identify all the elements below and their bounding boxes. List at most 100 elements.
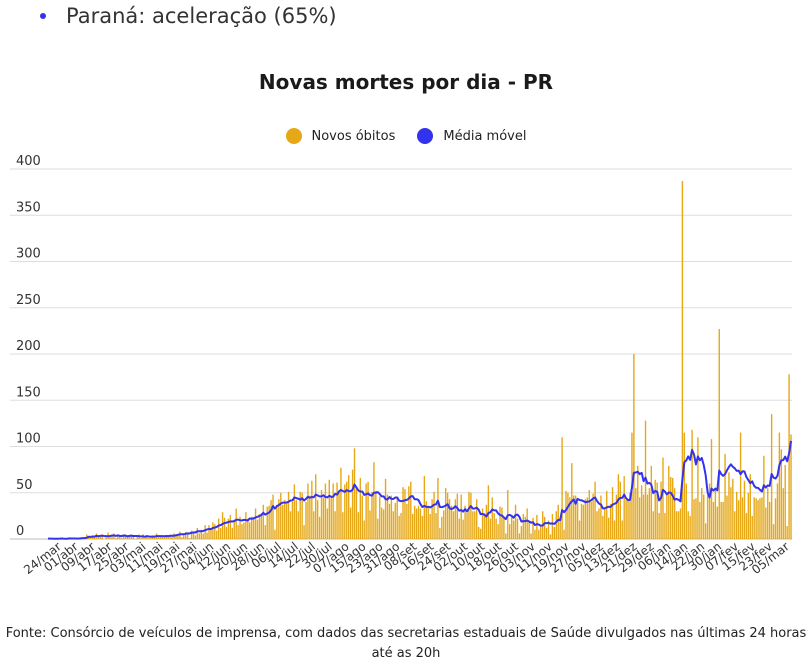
bar — [382, 509, 385, 539]
bar — [175, 535, 177, 539]
bar — [396, 497, 398, 540]
bar — [429, 514, 431, 539]
bar — [703, 494, 705, 539]
legend-item-media-movel[interactable]: Média móvel — [417, 128, 526, 144]
bar — [561, 437, 563, 539]
bar — [289, 511, 292, 539]
bar — [285, 502, 288, 539]
bar — [483, 513, 486, 539]
bar — [681, 181, 684, 539]
legend-label-media-movel: Média móvel — [443, 128, 527, 144]
bar — [584, 499, 587, 539]
bar — [293, 484, 296, 539]
chart-header: Paraná: aceleração (65%) — [40, 4, 337, 28]
bar — [732, 478, 734, 540]
bar — [233, 519, 235, 539]
bar — [373, 462, 375, 539]
bar — [380, 507, 383, 539]
bar — [144, 538, 146, 539]
bar — [671, 477, 674, 539]
bar — [417, 505, 420, 539]
bar — [670, 477, 672, 539]
bar — [99, 535, 102, 539]
bar — [282, 504, 284, 539]
bar — [759, 498, 761, 539]
bar — [408, 486, 410, 539]
bar — [93, 537, 96, 539]
bar — [196, 527, 199, 539]
bar — [249, 522, 251, 539]
bar — [128, 535, 131, 539]
bar — [640, 485, 643, 539]
bar — [650, 465, 653, 539]
bar — [668, 465, 670, 539]
bar — [115, 538, 117, 539]
bar — [534, 529, 536, 539]
bar — [332, 483, 334, 539]
bar — [283, 500, 286, 539]
bar — [167, 536, 169, 539]
bar — [516, 518, 519, 539]
bar — [623, 476, 625, 539]
bar — [765, 507, 767, 539]
bar — [204, 525, 206, 540]
bar — [130, 534, 133, 540]
bar — [371, 491, 373, 539]
legend-label-novos-obitos: Novos óbitos — [311, 128, 396, 144]
bar — [336, 482, 338, 539]
bar — [782, 488, 784, 540]
y-tick-label: 350 — [16, 200, 41, 215]
bar — [609, 503, 612, 539]
bar — [697, 437, 699, 539]
bar — [423, 476, 426, 539]
bar — [462, 519, 464, 539]
bar — [497, 524, 499, 539]
bar — [198, 533, 200, 539]
bar — [778, 432, 781, 540]
bar — [318, 516, 321, 539]
bar — [708, 483, 711, 539]
bar — [357, 512, 360, 539]
bar — [384, 478, 387, 540]
bar — [685, 483, 687, 539]
bar — [375, 490, 377, 539]
bar — [596, 511, 598, 539]
bar — [218, 518, 220, 539]
bar — [730, 487, 732, 539]
y-tick-label: 150 — [16, 385, 41, 400]
bar — [514, 504, 517, 539]
bar — [763, 455, 765, 539]
bar — [171, 536, 173, 539]
bar — [353, 448, 356, 539]
bar — [728, 472, 730, 539]
bar — [652, 511, 654, 539]
bar — [148, 538, 150, 539]
bar — [510, 515, 513, 540]
bar — [520, 526, 523, 539]
bar — [743, 480, 746, 539]
bar — [780, 449, 783, 539]
bar — [268, 505, 270, 539]
bar — [716, 506, 719, 540]
bar — [212, 522, 214, 539]
bar — [427, 507, 429, 539]
bar — [714, 489, 717, 539]
bar — [590, 502, 592, 539]
bar — [245, 512, 247, 539]
bar — [229, 514, 232, 539]
bar — [753, 497, 755, 540]
bar — [301, 492, 303, 539]
bar — [627, 500, 629, 539]
bar — [262, 504, 265, 539]
bar — [503, 516, 505, 539]
bar — [105, 537, 107, 539]
bar — [784, 465, 786, 539]
bar — [768, 502, 771, 539]
bar — [347, 475, 350, 539]
bar — [569, 497, 571, 540]
bar — [223, 517, 226, 539]
bar — [518, 533, 521, 539]
bar — [563, 529, 565, 539]
bar — [388, 503, 391, 539]
legend-item-novos-obitos[interactable]: Novos óbitos — [285, 128, 396, 144]
